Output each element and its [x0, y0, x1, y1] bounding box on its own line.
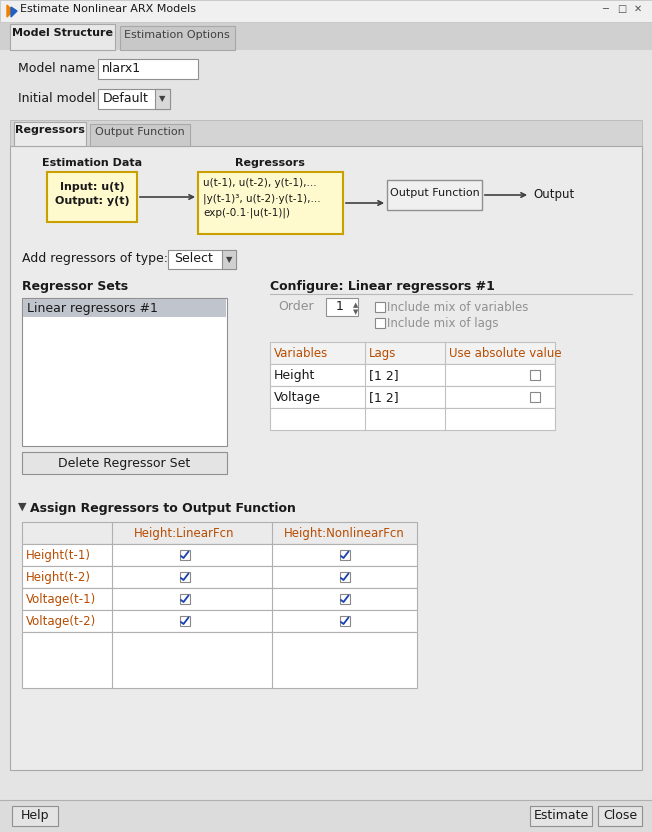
FancyBboxPatch shape [10, 146, 642, 770]
Text: ─: ─ [602, 4, 608, 14]
Text: Delete Regressor Set: Delete Regressor Set [59, 457, 190, 470]
FancyBboxPatch shape [375, 302, 385, 312]
FancyBboxPatch shape [22, 544, 417, 566]
Text: Height(t-1): Height(t-1) [26, 549, 91, 562]
Text: ✕: ✕ [634, 4, 642, 14]
Text: ▼: ▼ [18, 502, 27, 512]
FancyBboxPatch shape [10, 24, 115, 50]
FancyBboxPatch shape [10, 120, 642, 146]
FancyBboxPatch shape [14, 122, 86, 146]
Text: Height:LinearFcn: Height:LinearFcn [134, 527, 235, 540]
FancyBboxPatch shape [340, 594, 349, 604]
FancyBboxPatch shape [0, 800, 652, 832]
Text: Help: Help [21, 809, 50, 822]
Text: ▼: ▼ [353, 309, 359, 315]
Text: [1 2]: [1 2] [369, 391, 398, 404]
Text: Lags: Lags [369, 347, 396, 360]
FancyBboxPatch shape [598, 806, 642, 826]
Text: Height: Height [274, 369, 316, 382]
FancyBboxPatch shape [22, 298, 227, 446]
Text: Model name: Model name [18, 62, 95, 75]
Text: ▲: ▲ [353, 302, 359, 308]
FancyBboxPatch shape [22, 632, 417, 688]
Text: Model Structure: Model Structure [12, 28, 113, 38]
Text: Output Function: Output Function [390, 188, 479, 198]
Text: Default: Default [103, 92, 149, 105]
Text: Voltage(t-2): Voltage(t-2) [26, 615, 96, 628]
Text: Regressors: Regressors [235, 158, 305, 168]
Text: Linear regressors #1: Linear regressors #1 [27, 302, 158, 315]
FancyBboxPatch shape [340, 572, 349, 582]
FancyBboxPatch shape [0, 0, 652, 22]
Text: Variables: Variables [274, 347, 328, 360]
Text: Estimation Options: Estimation Options [124, 30, 230, 40]
Text: nlarx1: nlarx1 [102, 62, 141, 75]
FancyBboxPatch shape [22, 452, 227, 474]
Text: Regressor Sets: Regressor Sets [22, 280, 128, 293]
Text: Include mix of variables: Include mix of variables [387, 301, 528, 314]
Text: Configure: Linear regressors #1: Configure: Linear regressors #1 [270, 280, 495, 293]
Text: Use absolute value: Use absolute value [449, 347, 561, 360]
FancyBboxPatch shape [387, 180, 482, 210]
Polygon shape [7, 5, 13, 17]
Text: 1: 1 [336, 300, 344, 313]
Text: Estimation Data: Estimation Data [42, 158, 142, 168]
FancyBboxPatch shape [22, 588, 417, 610]
FancyBboxPatch shape [47, 172, 137, 222]
FancyBboxPatch shape [222, 250, 236, 269]
FancyBboxPatch shape [375, 318, 385, 328]
Text: Assign Regressors to Output Function: Assign Regressors to Output Function [30, 502, 296, 515]
Text: Voltage(t-1): Voltage(t-1) [26, 593, 96, 606]
FancyBboxPatch shape [270, 342, 555, 364]
FancyBboxPatch shape [270, 408, 555, 430]
FancyBboxPatch shape [530, 806, 592, 826]
FancyBboxPatch shape [270, 364, 555, 386]
Text: Estimate Nonlinear ARX Models: Estimate Nonlinear ARX Models [20, 4, 196, 14]
Text: Height:NonlinearFcn: Height:NonlinearFcn [284, 527, 405, 540]
Text: Input: u(t): Input: u(t) [60, 182, 125, 192]
FancyBboxPatch shape [179, 594, 190, 604]
FancyBboxPatch shape [168, 250, 236, 269]
Text: Close: Close [603, 809, 637, 822]
Text: ▼: ▼ [226, 255, 232, 264]
Text: Voltage: Voltage [274, 391, 321, 404]
Text: Output: Output [533, 188, 574, 201]
FancyBboxPatch shape [340, 616, 349, 626]
FancyBboxPatch shape [120, 26, 235, 50]
FancyBboxPatch shape [22, 566, 417, 588]
FancyBboxPatch shape [326, 298, 358, 316]
Text: Output: y(t): Output: y(t) [55, 196, 129, 206]
Text: Output Function: Output Function [95, 127, 185, 137]
FancyBboxPatch shape [12, 806, 58, 826]
FancyBboxPatch shape [98, 59, 198, 79]
FancyBboxPatch shape [270, 386, 555, 408]
Text: Estimate: Estimate [533, 809, 589, 822]
Text: Height(t-2): Height(t-2) [26, 571, 91, 584]
Text: exp(-0.1·|u(t-1)|): exp(-0.1·|u(t-1)|) [203, 208, 290, 219]
FancyBboxPatch shape [155, 89, 170, 109]
FancyBboxPatch shape [0, 50, 652, 832]
FancyBboxPatch shape [90, 124, 190, 146]
Text: |y(t-1)³, u(t-2)·y(t-1),...: |y(t-1)³, u(t-2)·y(t-1),... [203, 193, 321, 204]
Text: Select: Select [174, 252, 213, 265]
Text: Order: Order [278, 300, 314, 313]
Text: Include mix of lags: Include mix of lags [387, 317, 499, 330]
FancyBboxPatch shape [530, 392, 540, 402]
Text: Add regressors of type:: Add regressors of type: [22, 252, 168, 265]
FancyBboxPatch shape [530, 370, 540, 380]
FancyBboxPatch shape [179, 550, 190, 560]
FancyBboxPatch shape [98, 89, 170, 109]
FancyBboxPatch shape [22, 522, 417, 544]
FancyBboxPatch shape [179, 616, 190, 626]
Text: u(t-1), u(t-2), y(t-1),...: u(t-1), u(t-2), y(t-1),... [203, 178, 317, 188]
Text: □: □ [617, 4, 627, 14]
Text: ▼: ▼ [158, 94, 165, 103]
FancyBboxPatch shape [198, 172, 343, 234]
FancyBboxPatch shape [340, 550, 349, 560]
Text: Initial model: Initial model [18, 92, 96, 105]
Text: Regressors: Regressors [15, 125, 85, 135]
FancyBboxPatch shape [0, 22, 652, 50]
FancyBboxPatch shape [23, 299, 226, 317]
Polygon shape [11, 7, 17, 17]
